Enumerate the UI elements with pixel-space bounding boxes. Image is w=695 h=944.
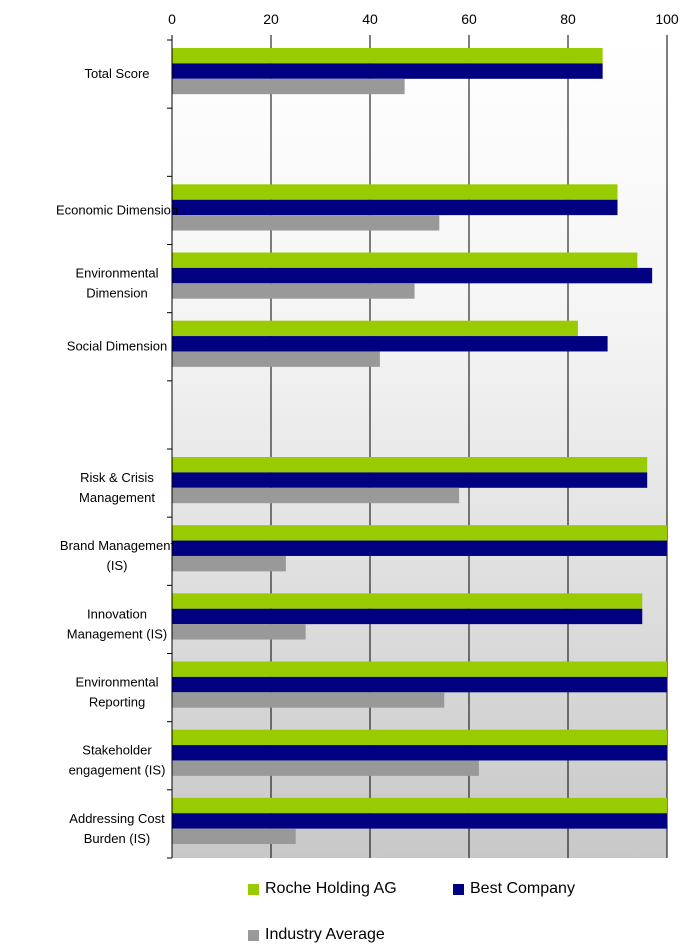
category-label: Risk & Crisis Management bbox=[79, 470, 155, 505]
category-label: Brand Management (IS) bbox=[60, 538, 175, 573]
x-tick-label: 60 bbox=[461, 11, 477, 27]
bar-best-company bbox=[172, 813, 667, 829]
bar-roche-holding-ag bbox=[172, 729, 667, 746]
category-label: Economic Dimension bbox=[56, 202, 178, 217]
category-label: Social Dimension bbox=[67, 339, 167, 354]
legend-swatch-roche bbox=[248, 883, 259, 895]
legend-item-industry: Industry Average bbox=[248, 926, 385, 944]
legend-item-roche: Roche Holding AG bbox=[248, 880, 397, 898]
category-label: Environmental Reporting bbox=[75, 675, 158, 710]
bar-best-company bbox=[172, 336, 608, 352]
bar-industry-average bbox=[172, 487, 460, 504]
category-label: Environmental Dimension bbox=[75, 266, 158, 301]
bar-best-company bbox=[172, 199, 618, 216]
bar-roche-holding-ag bbox=[172, 661, 667, 677]
category-label: Innovation Management (IS) bbox=[67, 606, 167, 641]
x-tick-label: 0 bbox=[168, 11, 176, 27]
legend-label-roche: Roche Holding AG bbox=[265, 880, 397, 897]
bar-roche-holding-ag bbox=[172, 252, 638, 268]
bar-industry-average bbox=[172, 760, 479, 776]
x-tick-label: 40 bbox=[362, 11, 378, 27]
plot-area-background bbox=[172, 40, 667, 858]
bar-best-company bbox=[172, 608, 643, 625]
bar-industry-average bbox=[172, 692, 445, 708]
legend-swatch-best bbox=[453, 883, 464, 895]
category-label: Total Score bbox=[84, 66, 149, 81]
bar-industry-average bbox=[172, 283, 415, 299]
bar-industry-average bbox=[172, 78, 405, 95]
legend-swatch-industry bbox=[248, 929, 259, 941]
bar-roche-holding-ag bbox=[172, 48, 603, 64]
bar-industry-average bbox=[172, 624, 306, 640]
bar-best-company bbox=[172, 745, 667, 761]
bar-industry-average bbox=[172, 555, 286, 572]
bar-roche-holding-ag bbox=[172, 525, 667, 541]
bar-best-company bbox=[172, 540, 667, 556]
legend-label-best: Best Company bbox=[470, 880, 575, 897]
legend-label-industry: Industry Average bbox=[265, 926, 385, 943]
bar-best-company bbox=[172, 676, 667, 693]
bar-roche-holding-ag bbox=[172, 184, 618, 200]
bar-roche-holding-ag bbox=[172, 593, 643, 609]
category-label: Addressing Cost Burden (IS) bbox=[69, 811, 165, 846]
bar-best-company bbox=[172, 267, 653, 284]
category-label: Stakeholder engagement (IS) bbox=[69, 743, 166, 778]
bar-best-company bbox=[172, 63, 603, 79]
bar-roche-holding-ag bbox=[172, 797, 667, 814]
x-tick-label: 80 bbox=[560, 11, 576, 27]
bar-best-company bbox=[172, 472, 648, 488]
bar-chart: 0 20 40 60 80 100 Total Score Economic Dimensio… bbox=[56, 11, 679, 859]
bar-industry-average bbox=[172, 351, 380, 367]
x-tick-label: 20 bbox=[263, 11, 279, 27]
bar-industry-average bbox=[172, 215, 440, 231]
legend-item-best: Best Company bbox=[453, 880, 575, 898]
x-tick-label: 100 bbox=[655, 11, 679, 27]
bar-industry-average bbox=[172, 828, 296, 845]
bar-roche-holding-ag bbox=[172, 457, 648, 473]
bar-roche-holding-ag bbox=[172, 320, 578, 337]
